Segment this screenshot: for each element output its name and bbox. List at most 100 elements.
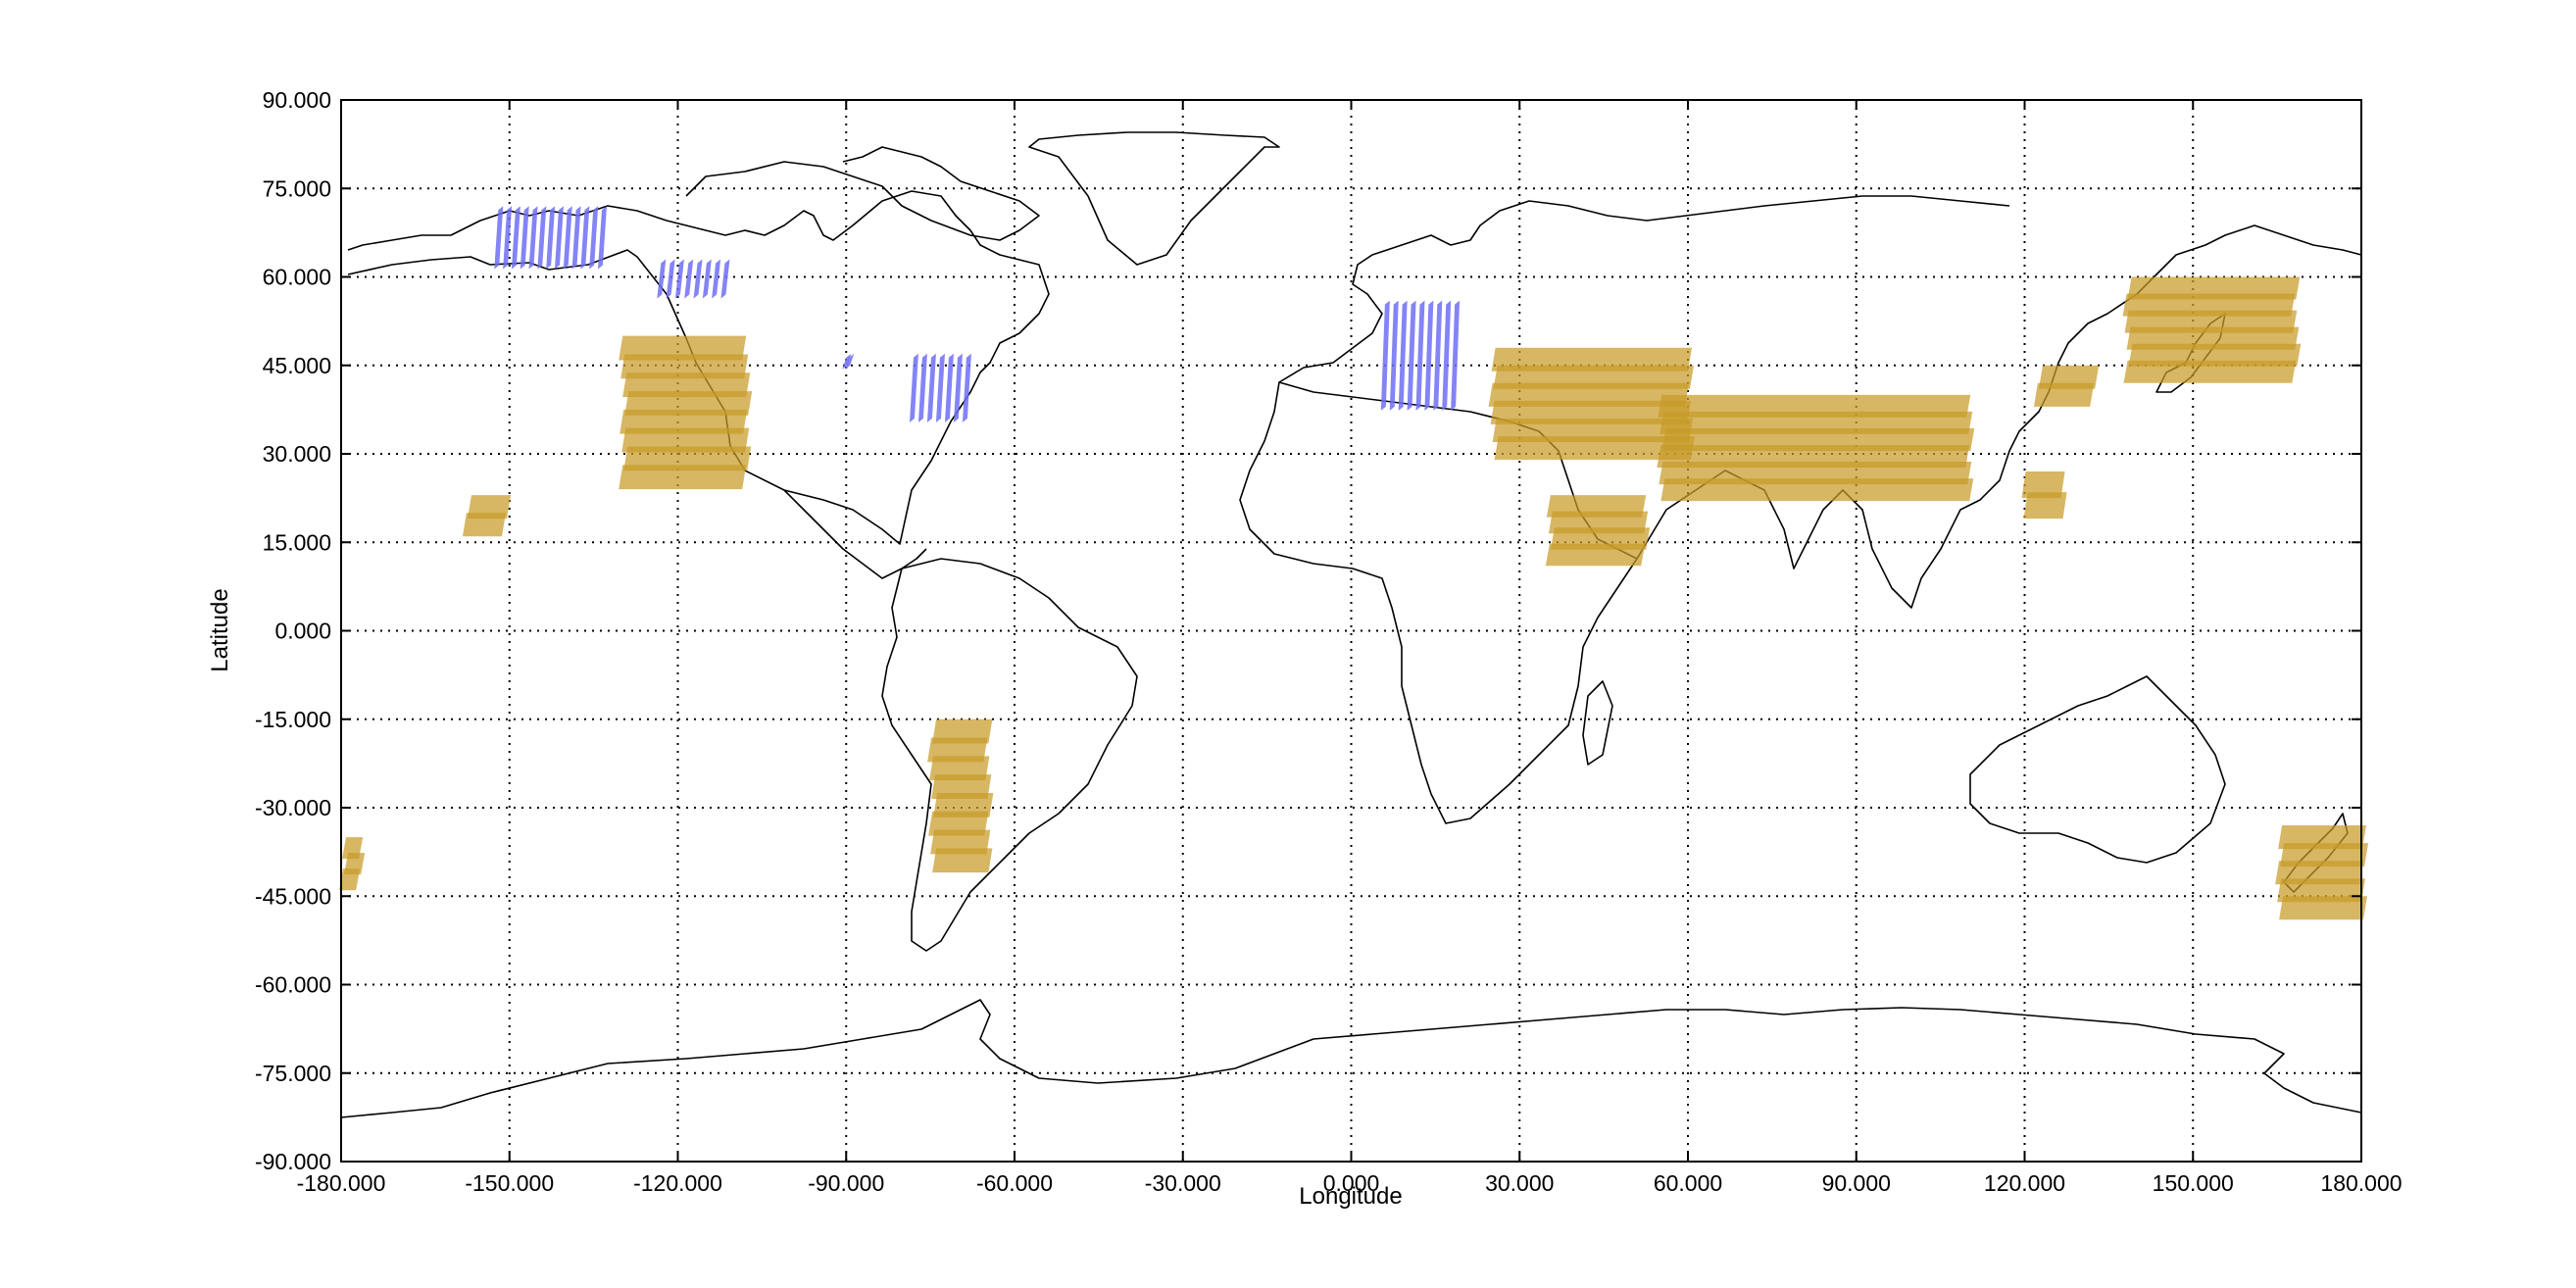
gold-swath-band: [933, 792, 994, 817]
plot-area: [339, 99, 2368, 1163]
gold-swath-region-4: [1488, 347, 1695, 460]
gold-swath-band: [928, 811, 989, 836]
gold-swath-band: [2275, 861, 2363, 885]
gold-swath-band: [2033, 382, 2095, 407]
coastline-europe: [1278, 195, 2010, 383]
blue-swath-strip: [563, 206, 572, 270]
gold-swath-band: [1545, 543, 1646, 567]
gold-swath-band: [467, 495, 512, 520]
gold-swath-band: [621, 427, 750, 453]
y-tick-label: -15.000: [255, 707, 331, 732]
blue-swath-strip: [1424, 300, 1434, 411]
gold-swath-band: [1492, 418, 1693, 442]
gold-swath-band: [932, 848, 993, 873]
blue-swath-strip: [935, 353, 945, 422]
gold-swath-band: [2123, 360, 2297, 383]
coastline-australia: [1969, 675, 2226, 864]
gold-swath-band: [930, 829, 991, 855]
blue-swath-strip: [503, 206, 513, 270]
x-tick-label: 0.000: [1323, 1170, 1380, 1196]
blue-swath-region-1: [657, 259, 730, 299]
x-axis-label: Longitude: [1299, 1183, 1402, 1210]
blue-swath-strip: [702, 259, 712, 299]
x-tick-label: 180.000: [2320, 1170, 2402, 1196]
y-tick-label: -30.000: [255, 795, 331, 820]
y-tick-label: 90.000: [263, 87, 331, 113]
blue-swath-strip: [520, 206, 529, 270]
gold-swath-region-9: [2122, 276, 2302, 383]
blue-swath-strip: [712, 259, 721, 299]
blue-swath-region-2: [842, 353, 855, 370]
x-tick-labels: -180.000 -150.000 -120.000 -90.000 -60.000 -3…: [297, 1170, 2403, 1196]
blue-swath-strip: [1451, 300, 1461, 411]
y-tick-label: 0.000: [274, 619, 331, 644]
coastline-canadian-arctic: [685, 146, 1040, 241]
x-tick-label: -150.000: [465, 1170, 554, 1196]
blue-swath-strip: [674, 259, 684, 299]
y-tick-label: -75.000: [255, 1061, 331, 1086]
coastline-central-america: [783, 489, 927, 579]
blue-swath-region-3: [909, 353, 971, 422]
blue-swath-strip: [962, 353, 971, 422]
gold-swath-band: [619, 465, 747, 490]
x-tick-label: -60.000: [976, 1170, 1053, 1196]
x-tick-label: 90.000: [1822, 1170, 1891, 1196]
gold-swath-band: [2280, 843, 2368, 867]
blue-swath-strip: [571, 206, 581, 270]
y-tick-label: -90.000: [255, 1149, 331, 1174]
blue-swath-strip: [494, 206, 504, 270]
blue-swath-strip: [528, 206, 538, 270]
blue-swath-strip: [720, 259, 730, 299]
x-tick-label: -180.000: [297, 1170, 386, 1196]
gold-swath-region-7: [2021, 471, 2067, 520]
gold-swath-band: [1494, 435, 1695, 460]
gold-swath-band: [2038, 365, 2100, 389]
gold-swath-region-10: [2275, 825, 2368, 920]
blue-swath-strip: [926, 353, 936, 422]
blue-swath-strip: [909, 353, 918, 422]
axis-ticks: [340, 99, 2362, 1163]
y-tick-label: -60.000: [255, 972, 331, 998]
y-axis-label: Latitude: [207, 588, 233, 671]
gold-swath-band: [1493, 365, 1694, 389]
blue-swath-strip: [684, 259, 694, 299]
gold-swath-band: [619, 409, 748, 434]
gold-swath-band: [931, 774, 992, 799]
blue-swath-strip: [597, 206, 607, 270]
blue-swath-region-4: [1380, 300, 1461, 411]
blue-swath-strip: [537, 206, 547, 270]
blue-swath-region-0: [494, 206, 607, 270]
blue-swath-strip: [693, 259, 703, 299]
y-tick-label: 75.000: [263, 175, 331, 201]
blue-swath-strip: [1398, 300, 1408, 411]
gold-swath-band: [2023, 492, 2067, 520]
y-tick-label: 60.000: [263, 265, 331, 290]
gold-swath-band: [2278, 825, 2366, 850]
gold-swath-band: [932, 718, 993, 744]
blue-swath-strip: [1415, 300, 1425, 411]
blue-swath-strip: [944, 353, 954, 422]
blue-swath-strip: [1442, 300, 1452, 411]
blue-swath-strip: [589, 206, 599, 270]
x-tick-label: 30.000: [1485, 1170, 1554, 1196]
blue-swath-strip: [953, 353, 963, 422]
blue-swath-strip: [1407, 300, 1416, 411]
blue-swath-strip: [1389, 300, 1399, 411]
blue-swath-strip: [554, 206, 564, 270]
gold-swath-band: [624, 391, 753, 416]
gold-swath-region-0: [619, 335, 753, 490]
data-layer: [339, 206, 2368, 920]
x-tick-label: 120.000: [1984, 1170, 2065, 1196]
blue-swath-strip: [917, 353, 927, 422]
gold-swath-band: [1660, 478, 1974, 502]
gold-swath-band: [620, 354, 749, 379]
gold-swath-band: [2021, 471, 2065, 499]
x-tick-label: -30.000: [1145, 1170, 1221, 1196]
gold-swath-band: [2279, 896, 2367, 920]
gold-swath-region-8: [2033, 365, 2100, 407]
blue-swath-strip: [657, 259, 667, 299]
y-tick-label: 45.000: [263, 353, 331, 378]
coastline-madagascar: [1582, 680, 1613, 766]
blue-swath-strip: [546, 206, 556, 270]
